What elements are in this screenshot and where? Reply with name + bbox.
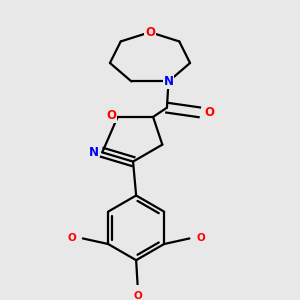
Text: O: O xyxy=(204,106,214,119)
Text: O: O xyxy=(68,232,76,242)
Text: O: O xyxy=(134,291,143,300)
Text: O: O xyxy=(145,26,155,39)
Text: O: O xyxy=(196,232,205,242)
Text: O: O xyxy=(106,109,116,122)
Text: N: N xyxy=(164,75,173,88)
Text: N: N xyxy=(88,146,99,159)
